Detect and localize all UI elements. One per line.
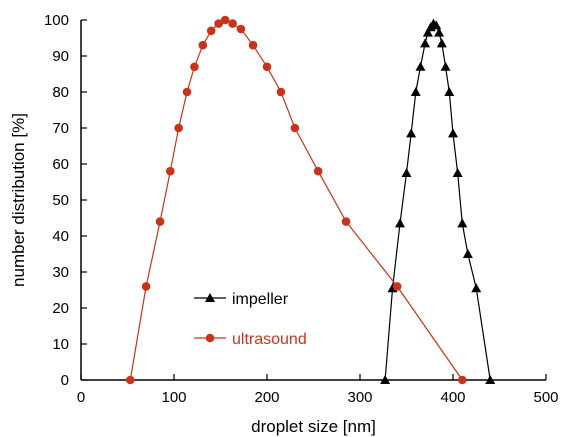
triangle-marker xyxy=(444,87,455,96)
triangle-marker xyxy=(431,20,442,30)
y-tick-label: 50 xyxy=(52,192,69,209)
triangle-marker xyxy=(434,27,445,37)
triangle-marker xyxy=(410,87,421,96)
x-tick-label: 400 xyxy=(440,389,465,406)
circle-marker xyxy=(206,26,216,36)
y-tick-label: 20 xyxy=(52,300,69,317)
triangle-marker xyxy=(205,293,215,302)
legend-label: ultrasound xyxy=(232,331,307,348)
circle-marker xyxy=(174,123,183,133)
circle-marker xyxy=(141,282,151,291)
y-axis-title: number distribution [%] xyxy=(9,113,28,287)
triangle-marker xyxy=(420,38,431,48)
circle-marker xyxy=(198,40,208,50)
x-tick-label: 200 xyxy=(254,389,279,406)
triangle-marker xyxy=(485,375,496,384)
circle-marker xyxy=(125,375,135,385)
triangle-marker xyxy=(462,249,473,258)
x-tick-label: 300 xyxy=(347,389,372,406)
circle-marker xyxy=(262,62,272,72)
y-tick-label: 30 xyxy=(52,264,69,281)
axes: 0 10 20 30 40 50 60 70 80 90 100 0 100 200 300 400 500 xyxy=(44,12,559,406)
circle-marker xyxy=(220,15,230,25)
y-tick-label: 90 xyxy=(52,48,69,65)
circle-marker xyxy=(182,87,192,97)
series-line xyxy=(384,22,491,381)
y-tick-label: 0 xyxy=(61,372,69,389)
x-axis-title: droplet size [nm] xyxy=(251,417,376,436)
y-tick-label: 10 xyxy=(52,336,69,353)
circle-marker xyxy=(236,24,246,34)
series-impeller xyxy=(380,18,496,384)
triangle-marker xyxy=(457,218,468,228)
x-tick-label: 100 xyxy=(161,389,186,406)
legend-item-ultrasound: ultrasound xyxy=(194,331,307,348)
triangle-marker xyxy=(436,38,447,48)
y-tick-label: 60 xyxy=(52,156,69,173)
triangle-marker xyxy=(406,128,417,138)
triangle-marker xyxy=(380,375,391,384)
triangle-marker xyxy=(440,61,451,71)
y-tick-label: 70 xyxy=(52,120,69,137)
circle-marker xyxy=(458,375,467,385)
circle-marker xyxy=(165,166,175,176)
series-layer xyxy=(125,15,496,385)
triangle-marker xyxy=(394,218,405,228)
series-ultrasound xyxy=(125,15,467,385)
legend: impeller ultrasound xyxy=(194,291,307,348)
circle-marker xyxy=(155,217,165,226)
triangle-marker xyxy=(422,27,433,37)
x-tick-label: 0 xyxy=(77,389,85,406)
legend-item-impeller: impeller xyxy=(194,291,289,308)
series-line xyxy=(129,19,463,381)
circle-marker xyxy=(313,166,323,176)
circle-marker xyxy=(290,123,300,133)
legend-label: impeller xyxy=(232,291,289,308)
y-tick-label: 100 xyxy=(44,12,69,29)
circle-marker xyxy=(205,333,215,343)
circle-marker xyxy=(214,19,223,28)
circle-marker xyxy=(276,87,286,97)
circle-marker xyxy=(248,40,258,50)
triangle-marker xyxy=(452,168,463,177)
triangle-marker xyxy=(401,168,412,177)
triangle-marker xyxy=(471,283,482,293)
circle-marker xyxy=(228,19,237,28)
circle-marker xyxy=(341,217,351,226)
circle-marker xyxy=(392,282,402,291)
circle-marker xyxy=(190,62,199,72)
x-tick-label: 500 xyxy=(533,389,558,406)
y-tick-label: 40 xyxy=(52,228,69,245)
triangle-marker xyxy=(415,61,426,71)
y-tick-label: 80 xyxy=(52,84,69,101)
triangle-marker xyxy=(448,128,458,138)
